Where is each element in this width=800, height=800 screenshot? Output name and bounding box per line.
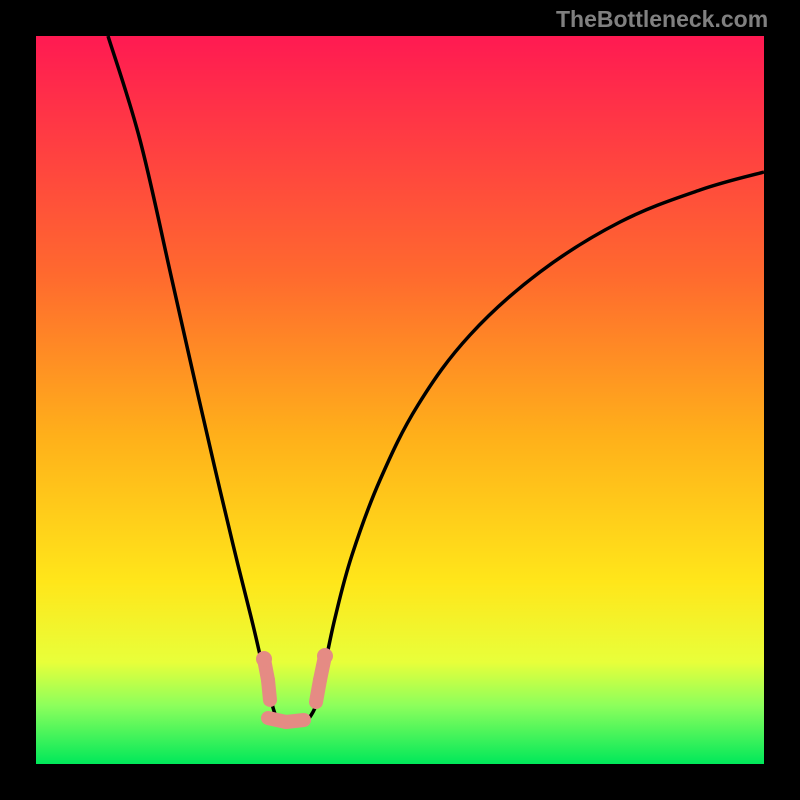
chart-plot-area [36, 36, 764, 764]
watermark-text: TheBottleneck.com [556, 6, 768, 33]
